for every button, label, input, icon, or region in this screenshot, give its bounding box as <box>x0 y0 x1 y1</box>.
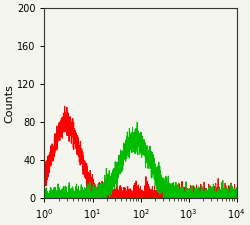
Y-axis label: Counts: Counts <box>4 84 14 123</box>
